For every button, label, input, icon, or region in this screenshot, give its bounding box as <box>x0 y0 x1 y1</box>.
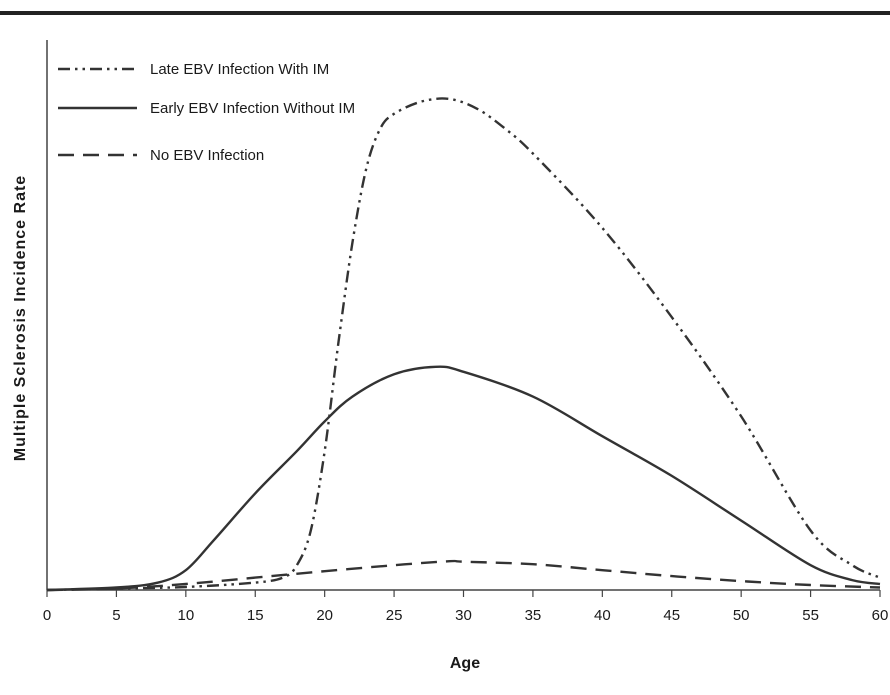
x-axis-title: Age <box>450 655 480 672</box>
series-line-2 <box>46 365 881 592</box>
legend-label: No EBV Infection <box>150 147 264 164</box>
x-tick-label: 15 <box>247 607 264 624</box>
series-line-3 <box>46 559 881 592</box>
x-tick-label: 10 <box>177 607 194 624</box>
x-tick-label: 55 <box>802 607 819 624</box>
x-tick-label: 50 <box>733 607 750 624</box>
series-layer <box>46 97 881 592</box>
plot-area: 0 5 10 15 20 25 30 35 40 45 50 55 60 <box>43 40 889 624</box>
x-tick-label: 30 <box>455 607 472 624</box>
legend-label: Early EBV Infection Without IM <box>150 100 355 117</box>
legend: Late EBV Infection With IM Early EBV Infe… <box>58 61 355 164</box>
x-tick-label: 20 <box>316 607 333 624</box>
x-tick-label: 45 <box>663 607 680 624</box>
y-axis-title: Multiple Sclerosis Incidence Rate <box>12 175 29 461</box>
legend-label: Late EBV Infection With IM <box>150 61 329 78</box>
x-tick-label: 60 <box>872 607 889 624</box>
x-tick-label: 35 <box>525 607 542 624</box>
x-tick-label: 40 <box>594 607 611 624</box>
x-tick-label: 5 <box>112 607 120 624</box>
x-tick-label: 25 <box>386 607 403 624</box>
x-ticks: 0 5 10 15 20 25 30 35 40 45 50 55 60 <box>43 590 889 624</box>
x-tick-label: 0 <box>43 607 51 624</box>
